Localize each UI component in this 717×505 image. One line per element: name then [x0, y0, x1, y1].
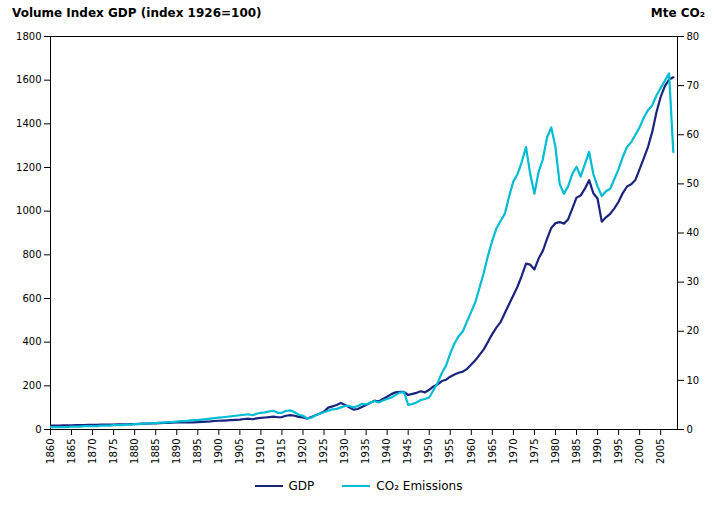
svg-text:40: 40 — [687, 227, 700, 238]
svg-text:1865: 1865 — [66, 439, 77, 464]
svg-text:20: 20 — [687, 325, 700, 336]
svg-text:1935: 1935 — [360, 439, 371, 464]
html-text:GDP: GDP — [288, 479, 315, 493]
svg-text:1890: 1890 — [171, 439, 182, 464]
svg-text:10: 10 — [687, 375, 700, 386]
svg-text:1955: 1955 — [444, 439, 455, 464]
svg-text:1600: 1600 — [16, 74, 41, 85]
svg-text:1975: 1975 — [529, 439, 540, 464]
svg-text:400: 400 — [22, 336, 41, 347]
svg-text:600: 600 — [22, 293, 41, 304]
svg-text:1870: 1870 — [87, 439, 98, 464]
svg-text:1880: 1880 — [129, 439, 140, 464]
svg-text:1800: 1800 — [16, 31, 41, 42]
svg-text:1400: 1400 — [16, 118, 41, 129]
svg-text:1965: 1965 — [487, 439, 498, 464]
svg-text:1905: 1905 — [234, 439, 245, 464]
svg-text:1985: 1985 — [571, 439, 582, 464]
svg-text:1875: 1875 — [108, 439, 119, 464]
svg-text:1960: 1960 — [466, 439, 477, 464]
html-text:Mte CO₂: Mte CO₂ — [650, 6, 705, 20]
svg-text:1950: 1950 — [423, 439, 434, 464]
svg-text:30: 30 — [687, 276, 700, 287]
svg-text:1945: 1945 — [402, 439, 413, 464]
svg-text:1990: 1990 — [592, 439, 603, 464]
svg-text:1920: 1920 — [297, 439, 308, 464]
svg-text:0: 0 — [35, 424, 41, 435]
svg-text:0: 0 — [687, 424, 693, 435]
svg-text:80: 80 — [687, 31, 700, 42]
svg-text:50: 50 — [687, 178, 700, 189]
svg-text:800: 800 — [22, 249, 41, 260]
svg-text:1000: 1000 — [16, 205, 41, 216]
svg-text:1900: 1900 — [213, 439, 224, 464]
svg-text:1885: 1885 — [150, 439, 161, 464]
svg-text:1995: 1995 — [613, 439, 624, 464]
html-text:Volume Index GDP (index 1926=1: Volume Index GDP (index 1926=100) — [12, 6, 262, 20]
svg-text:1200: 1200 — [16, 162, 41, 173]
svg-text:1940: 1940 — [381, 439, 392, 464]
svg-text:1910: 1910 — [255, 439, 266, 464]
svg-text:1970: 1970 — [508, 439, 519, 464]
svg-text:1860: 1860 — [45, 439, 56, 464]
svg-text:2000: 2000 — [634, 439, 645, 464]
svg-text:60: 60 — [687, 129, 700, 140]
svg-text:1980: 1980 — [550, 439, 561, 464]
svg-text:1930: 1930 — [339, 439, 350, 464]
svg-text:1925: 1925 — [318, 439, 329, 464]
svg-text:200: 200 — [22, 380, 41, 391]
svg-text:1915: 1915 — [276, 439, 287, 464]
svg-text:2005: 2005 — [655, 439, 666, 464]
html-text:CO₂ Emissions: CO₂ Emissions — [376, 479, 463, 493]
svg-text:1895: 1895 — [192, 439, 203, 464]
svg-text:70: 70 — [687, 80, 700, 91]
